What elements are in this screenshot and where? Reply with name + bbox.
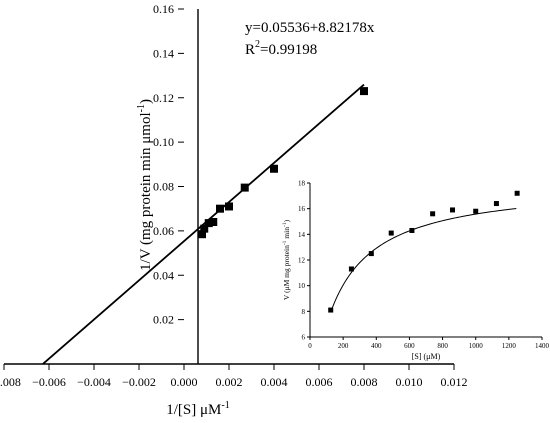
regression-line (42, 83, 365, 365)
inset-data-point (493, 201, 499, 207)
main-x-tick-label: 0.012 (441, 375, 468, 389)
main-x-label-text: 1/[S] μM (166, 402, 221, 418)
r-squared-label: R2=0.99198 (245, 39, 317, 58)
inset-background (312, 182, 542, 342)
main-data-point (198, 230, 206, 239)
inset-y-label-text: V (μM mg protein (282, 245, 291, 300)
main-y-tick-label: 0.04 (153, 268, 174, 282)
inset-x-ticks: 0 200 400 600 800 1000 1200 1400 (308, 337, 550, 350)
main-data-point (216, 204, 224, 213)
main-y-tick-label: 0.16 (153, 2, 174, 16)
inset-x-axis-label: [S] (μM) (412, 352, 441, 361)
main-y-tick-label: 0.06 (153, 224, 174, 238)
main-y-tick-label: 0.12 (153, 91, 174, 105)
main-y-ticks: 0.02 0.04 0.06 0.08 0.10 0.12 0.14 0.16 (153, 2, 184, 327)
main-x-tick-label: −0.004 (77, 375, 111, 389)
inset-data-point (348, 266, 354, 272)
main-y-label-text: 1/V (mg protein min μmol (138, 112, 154, 271)
inset-data-point (450, 207, 456, 213)
inset-x-tick-label: 200 (338, 342, 349, 350)
main-y-axis-label: 1/V (mg protein min μmol-1) (136, 99, 154, 271)
main-y-tick-label: 0.14 (153, 46, 174, 60)
inset-y-tick-label: 12 (298, 257, 306, 265)
main-x-tick-label: 0.008 (351, 375, 378, 389)
inset-y-label-sup: -1 (282, 240, 288, 245)
inset-data-point (430, 211, 436, 217)
main-data-point (225, 202, 233, 211)
inset-x-tick-label: 600 (404, 342, 415, 350)
main-x-tick-label: 0.000 (171, 375, 198, 389)
main-x-axis-label: 1/[S] μM-1 (166, 400, 229, 418)
inset-y-tick-label: 8 (302, 308, 306, 316)
inset-x-tick-label: 1000 (469, 342, 484, 350)
inset-y-axis-label: V (μM mg protein-1 min-1) (282, 219, 291, 300)
inset-y-ticks: 6 8 10 12 14 16 18 (298, 180, 310, 342)
main-x-ticks: −0.008 −0.006 −0.004 −0.002 0.000 0.002 0.004 0… (0, 364, 468, 389)
r-squared-value: =0.99198 (260, 42, 317, 58)
main-data-points (198, 87, 368, 239)
main-y-label-close: ) (138, 99, 154, 104)
main-data-point (240, 183, 249, 192)
michaelis-menten-curve (330, 208, 517, 313)
main-plot: −0.008 −0.006 −0.004 −0.002 0.000 0.002 0.004 0… (0, 2, 468, 418)
main-x-tick-label: 0.002 (216, 375, 243, 389)
main-x-tick-label: 0.010 (396, 375, 423, 389)
main-y-tick-label: 0.08 (153, 180, 174, 194)
main-x-tick-label: −0.002 (122, 375, 156, 389)
inset-data-point (514, 190, 520, 196)
inset-x-tick-label: 400 (371, 342, 382, 350)
r-squared-sup: 2 (255, 39, 260, 50)
inset-y-tick-label: 16 (298, 205, 306, 213)
inset-data-points (328, 190, 520, 313)
inset-y-tick-label: 10 (298, 282, 306, 290)
main-y-tick-label: 0.02 (153, 313, 174, 327)
inset-plot: 0 200 400 600 800 1000 1200 1400 6 8 10 12 14 16 18 [… (282, 180, 550, 362)
main-x-label-sup: -1 (221, 400, 229, 411)
main-data-point (209, 218, 218, 226)
inset-data-point (473, 208, 479, 214)
inset-x-tick-label: 800 (437, 342, 448, 350)
inset-y-label-sup2: -1 (282, 222, 288, 227)
main-x-tick-label: 0.004 (261, 375, 288, 389)
r-squared-prefix: R (245, 42, 255, 58)
inset-data-point (409, 227, 415, 233)
inset-y-tick-label: 14 (298, 231, 306, 239)
main-x-tick-label: 0.006 (306, 375, 333, 389)
regression-equation: y=0.05536+8.82178x (245, 20, 375, 36)
inset-y-tick-label: 18 (298, 180, 306, 188)
inset-y-label-mid: min (282, 227, 291, 241)
inset-data-point (328, 307, 334, 313)
inset-x-tick-label: 0 (308, 342, 312, 350)
inset-y-tick-label: 6 (302, 334, 306, 342)
main-x-tick-label: −0.006 (32, 375, 66, 389)
main-data-point (270, 164, 278, 173)
main-y-tick-label: 0.10 (153, 135, 174, 149)
inset-y-label-close: ) (282, 219, 291, 222)
inset-data-point (388, 230, 394, 236)
main-x-tick-label: −0.008 (0, 375, 21, 389)
inset-x-tick-label: 1400 (535, 342, 550, 350)
inset-data-point (368, 251, 374, 257)
inset-x-tick-label: 1200 (502, 342, 517, 350)
main-data-point (200, 224, 209, 233)
main-data-point (204, 219, 213, 228)
main-data-point (360, 87, 368, 96)
main-y-label-sup: -1 (136, 104, 147, 112)
